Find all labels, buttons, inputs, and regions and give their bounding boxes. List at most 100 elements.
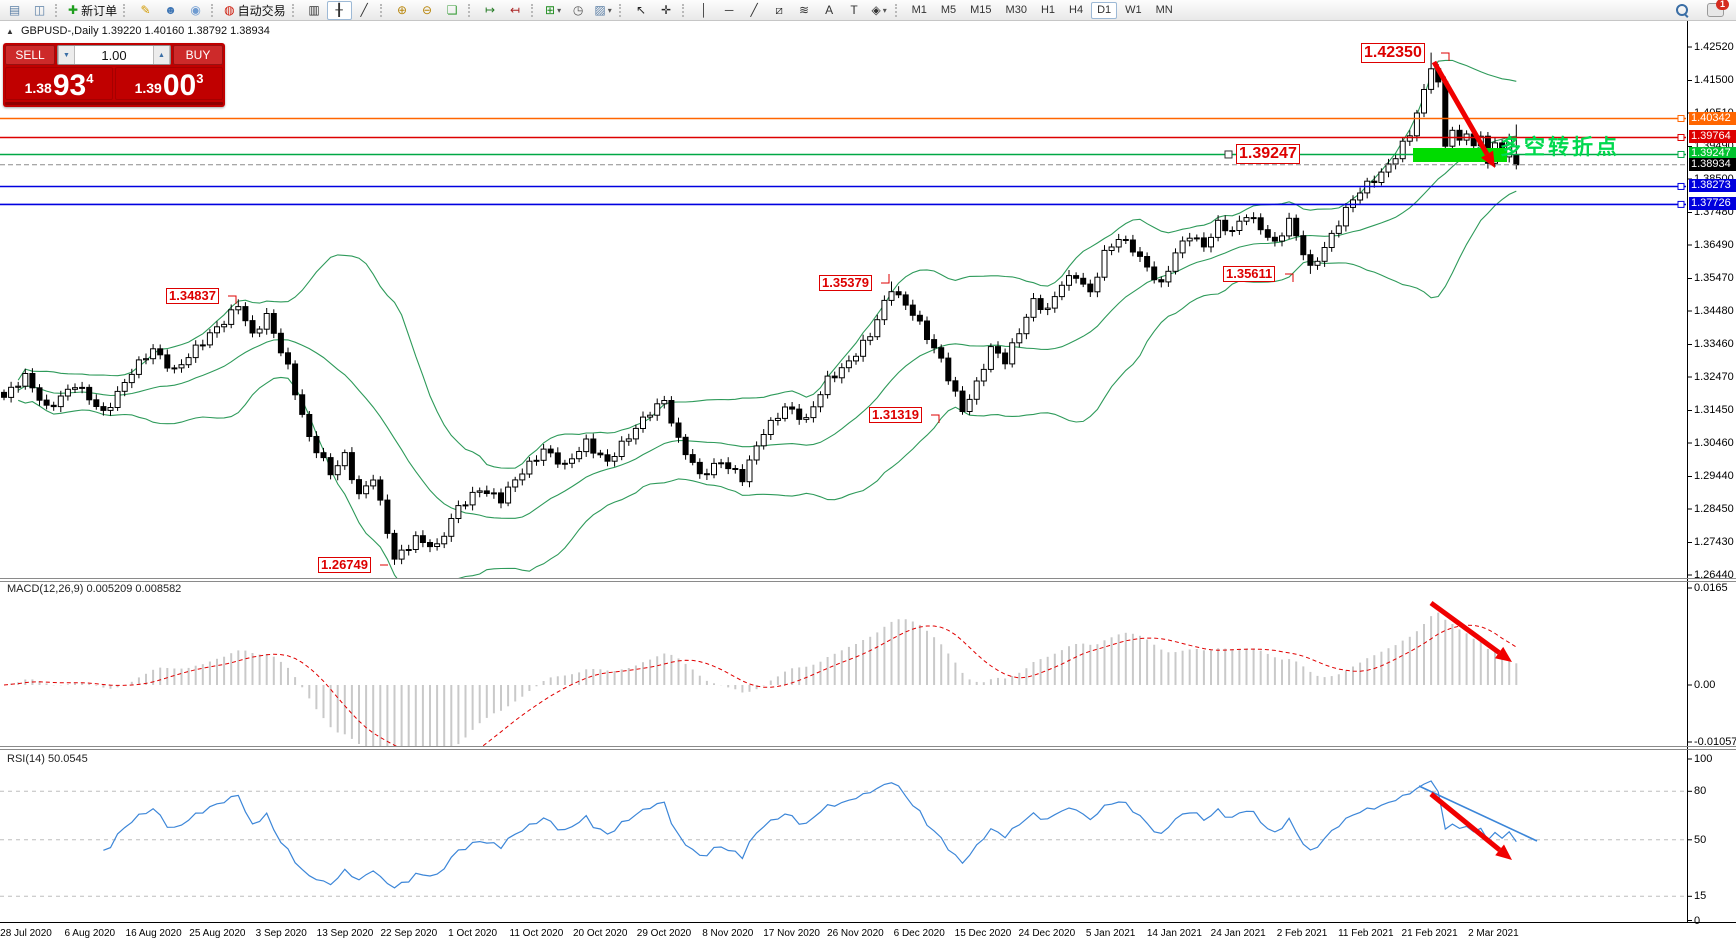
price-callout-label[interactable]: 1.42350 [1361,43,1425,63]
toolbar-separator [123,3,129,17]
vertical-line-tool-icon: │ [700,3,708,17]
zoom-out-button[interactable]: ⊖ [415,1,440,20]
line-handle[interactable] [1677,150,1685,158]
notification-badge: 1 [1716,0,1729,10]
trade-panel-strip [5,102,223,105]
zoom-out-icon: ⊖ [422,3,433,17]
line-handle[interactable] [1677,182,1685,190]
rsi-trendline-object[interactable] [1418,785,1538,842]
volume-input[interactable] [75,46,153,64]
line-handle[interactable] [1677,133,1685,141]
notifications-button[interactable]: 1 [1703,0,1729,20]
timeframe-h1[interactable]: H1 [1040,3,1056,16]
sell-button[interactable]: SELL [5,45,55,65]
price-line-axis-label: 1.40342 [1689,111,1736,125]
ask-price[interactable]: 1.39 00 3 [115,67,223,101]
candlestick-mode-button[interactable]: ╂ [326,0,352,20]
timeframe-d1[interactable]: D1 [1091,1,1118,19]
annotation-note-text[interactable]: 多空转折点 [1500,136,1620,159]
chart-profile-button[interactable]: ◫ [27,1,52,20]
channel-tool-button[interactable]: ⧄ [767,1,792,20]
timeframe-w1[interactable]: W1 [1125,3,1142,16]
price-callout-label[interactable]: 1.31319 [869,407,922,423]
templates-dropdown-icon[interactable]: ▾ [607,5,612,15]
buy-button[interactable]: BUY [173,45,223,65]
search-button[interactable] [1670,1,1695,20]
volume-increase-button[interactable]: ▲ [153,46,170,64]
new-chart-dropdown-icon[interactable]: ▾ [557,5,562,15]
rsi-axis-tick: 15 [1694,890,1707,903]
charts-list-button[interactable]: ▤ [2,1,27,20]
collapse-panel-icon[interactable]: ▲ [6,27,14,36]
macd-axis-tick: 0.00 [1694,679,1716,691]
bollinger-band-line [18,190,1517,578]
zoom-in-button[interactable]: ⊕ [390,1,415,20]
vertical-line-tool-button[interactable]: │ [692,1,717,20]
bar-chart-mode-button[interactable]: ▥ [302,1,327,20]
chart-shift-icon: ↤ [510,3,521,17]
price-callout-label[interactable]: 1.34837 [166,288,219,304]
chart-shift-button[interactable]: ↤ [503,1,528,20]
date-axis-label: 6 Dec 2020 [893,928,945,939]
price-callout-label[interactable]: 1.39247 [1236,144,1300,164]
metaeditor-icon: ☻ [164,3,177,17]
templates-button[interactable]: ▨ ▾ [591,1,616,20]
text-tool-button[interactable]: A [817,1,842,20]
highlighter-button[interactable]: ✎ [133,1,158,20]
date-axis-label: 15 Dec 2020 [954,928,1012,939]
line-handle[interactable] [1677,200,1685,208]
rsi-axis-tick: 0 [1694,914,1701,927]
new-chart-button[interactable]: ⊞ ▾ [541,1,566,20]
price-callout-label[interactable]: 1.35611 [1223,266,1276,282]
search-icon [1676,3,1689,18]
trend-arrow-rsi[interactable] [1429,792,1502,852]
line-handle[interactable] [1677,115,1685,123]
rsi-line [103,780,1517,889]
callout-hook [881,274,890,284]
auto-trading-icon: ◍ [224,3,235,17]
auto-scroll-button[interactable]: ↦ [478,1,503,20]
trend-arrowhead-macd [1494,646,1512,662]
line-chart-mode-button[interactable]: ╱ [352,1,377,20]
shapes-tool-button[interactable]: ◈ ▾ [867,1,892,20]
period-clock-button[interactable]: ◷ [566,1,591,20]
cursor-tool-button[interactable]: ↖ [629,1,654,20]
auto-trading-button[interactable]: ◍ 自动交易 [221,1,289,20]
trend-arrow-main[interactable] [1431,60,1490,156]
bid-price[interactable]: 1.38 93 4 [5,67,113,101]
trend-arrow-macd[interactable] [1429,600,1501,655]
price-callout-label[interactable]: 1.26749 [318,557,371,573]
toolbar-separator [55,3,61,17]
trendline-tool-button[interactable]: ╱ [742,1,767,20]
label-tool-button[interactable]: T [842,1,867,20]
date-axis-label: 29 Oct 2020 [636,928,692,939]
shapes-tool-dropdown-icon[interactable]: ▾ [882,5,887,15]
fibonacci-tool-button[interactable]: ≋ [792,1,817,20]
trend-arrowhead-main [1481,150,1495,168]
price-line-axis-label: 1.39247 [1689,147,1736,161]
timeframe-mn[interactable]: MN [1155,3,1173,16]
horizontal-line-tool-button[interactable]: ─ [717,1,742,20]
new-order-button[interactable]: ✚ 新订单 [65,1,120,20]
tile-windows-button[interactable]: ❏ [440,1,465,20]
timeframe-m5[interactable]: M5 [940,3,957,16]
line-chart-mode-icon: ╱ [360,3,368,17]
metaeditor-button[interactable]: ☻ [158,1,183,20]
price-callout-label[interactable]: 1.35379 [819,275,872,291]
timeframe-m1[interactable]: M1 [911,3,927,16]
timeframe-h4[interactable]: H4 [1069,3,1084,16]
rsi-axis-tick: 100 [1694,753,1713,765]
toolbar-separator [681,3,688,17]
line-handle[interactable] [1224,150,1233,159]
crosshair-tool-button[interactable]: ✛ [654,1,679,20]
price-line-axis-label: 1.37726 [1689,197,1736,211]
volume-decrease-button[interactable]: ▼ [58,46,75,64]
price-line-axis-label: 1.38934 [1689,157,1736,171]
timeframe-m30[interactable]: M30 [1005,3,1027,16]
signals-button[interactable]: ◉ [183,1,208,20]
auto-scroll-icon: ↦ [485,3,496,17]
timeframe-m15[interactable]: M15 [970,3,992,16]
date-axis-label: 6 Aug 2020 [64,928,116,939]
